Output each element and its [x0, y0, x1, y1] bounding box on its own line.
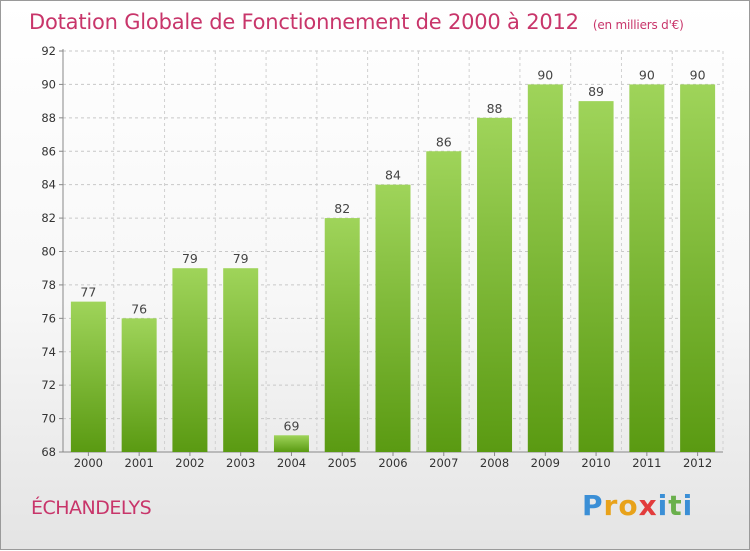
x-tick-label: 2000: [74, 456, 103, 470]
bar-2000: [70, 301, 106, 452]
x-tick-label: 2002: [175, 456, 204, 470]
data-label: 90: [639, 67, 655, 82]
x-tick-label: 2009: [531, 456, 560, 470]
data-label: 90: [537, 67, 553, 82]
x-tick-label: 2010: [581, 456, 610, 470]
y-tick-label: 88: [41, 111, 56, 125]
logo-letter: o: [618, 489, 639, 522]
bar-2007: [426, 151, 462, 452]
data-label: 79: [182, 251, 198, 266]
data-label: 76: [131, 301, 147, 316]
axes: 68 70 72 74 76 78 80 82 84 86 88 90 92 2000 2001 2002 20…: [41, 44, 723, 470]
data-label: 79: [233, 251, 249, 266]
bar-2006: [375, 184, 411, 452]
x-tick-label: 2011: [632, 456, 661, 470]
bar-2010: [578, 101, 614, 452]
y-tick-label: 74: [41, 345, 56, 359]
data-label: 86: [436, 134, 452, 149]
y-tick-label: 84: [41, 178, 56, 192]
data-label: 82: [334, 201, 350, 216]
chart-title: Dotation Globale de Fonctionnement de 20…: [29, 10, 684, 34]
bar-2012: [680, 84, 716, 453]
bar-2011: [629, 84, 665, 453]
y-tick-label: 80: [41, 245, 56, 259]
y-tick-label: 76: [41, 311, 56, 325]
bars: [70, 84, 716, 453]
logo-letter: i: [682, 489, 694, 522]
logo-letter: i: [657, 489, 669, 522]
logo-letter: P: [582, 489, 604, 522]
bar-2003: [223, 268, 259, 452]
y-tick-label: 90: [41, 77, 56, 91]
commune-name: ÉCHANDELYS: [31, 497, 152, 519]
bar-2009: [527, 84, 563, 453]
y-tick-label: 92: [41, 44, 56, 58]
bar-2001: [121, 318, 157, 452]
unit-note: (en milliers d'€): [592, 18, 684, 32]
y-tick-label: 86: [41, 144, 56, 158]
x-tick-label: 2007: [429, 456, 458, 470]
bar-2008: [477, 117, 513, 452]
y-tick-label: 70: [41, 412, 56, 426]
data-label: 89: [588, 84, 604, 99]
logo-letter: r: [603, 489, 619, 522]
logo-letter: t: [668, 489, 683, 522]
data-label: 69: [284, 418, 300, 433]
x-tick-label: 2004: [277, 456, 306, 470]
y-tick-label: 68: [41, 445, 56, 459]
x-tick-label: 2003: [226, 456, 255, 470]
y-tick-label: 78: [41, 278, 56, 292]
x-tick-label: 2008: [480, 456, 509, 470]
y-tick-label: 82: [41, 211, 56, 225]
chart-title-text: Dotation Globale de Fonctionnement de 20…: [29, 10, 579, 34]
bar-2002: [172, 268, 208, 452]
proxiti-logo[interactable]: Proxiti: [582, 489, 693, 522]
bar-2005: [324, 218, 360, 452]
data-label: 84: [385, 168, 401, 183]
data-label: 90: [690, 67, 706, 82]
x-tick-label: 2012: [683, 456, 712, 470]
bar-2004: [273, 435, 309, 452]
x-tick-label: 2001: [125, 456, 154, 470]
logo-letter: x: [638, 489, 658, 522]
data-label: 77: [80, 285, 96, 300]
x-tick-label: 2005: [328, 456, 357, 470]
y-tick-label: 72: [41, 378, 56, 392]
x-tick-label: 2006: [378, 456, 407, 470]
data-labels: 77 76 79 79 69 82 84 86 88 90 89 90 90: [80, 67, 705, 433]
data-label: 88: [487, 101, 503, 116]
